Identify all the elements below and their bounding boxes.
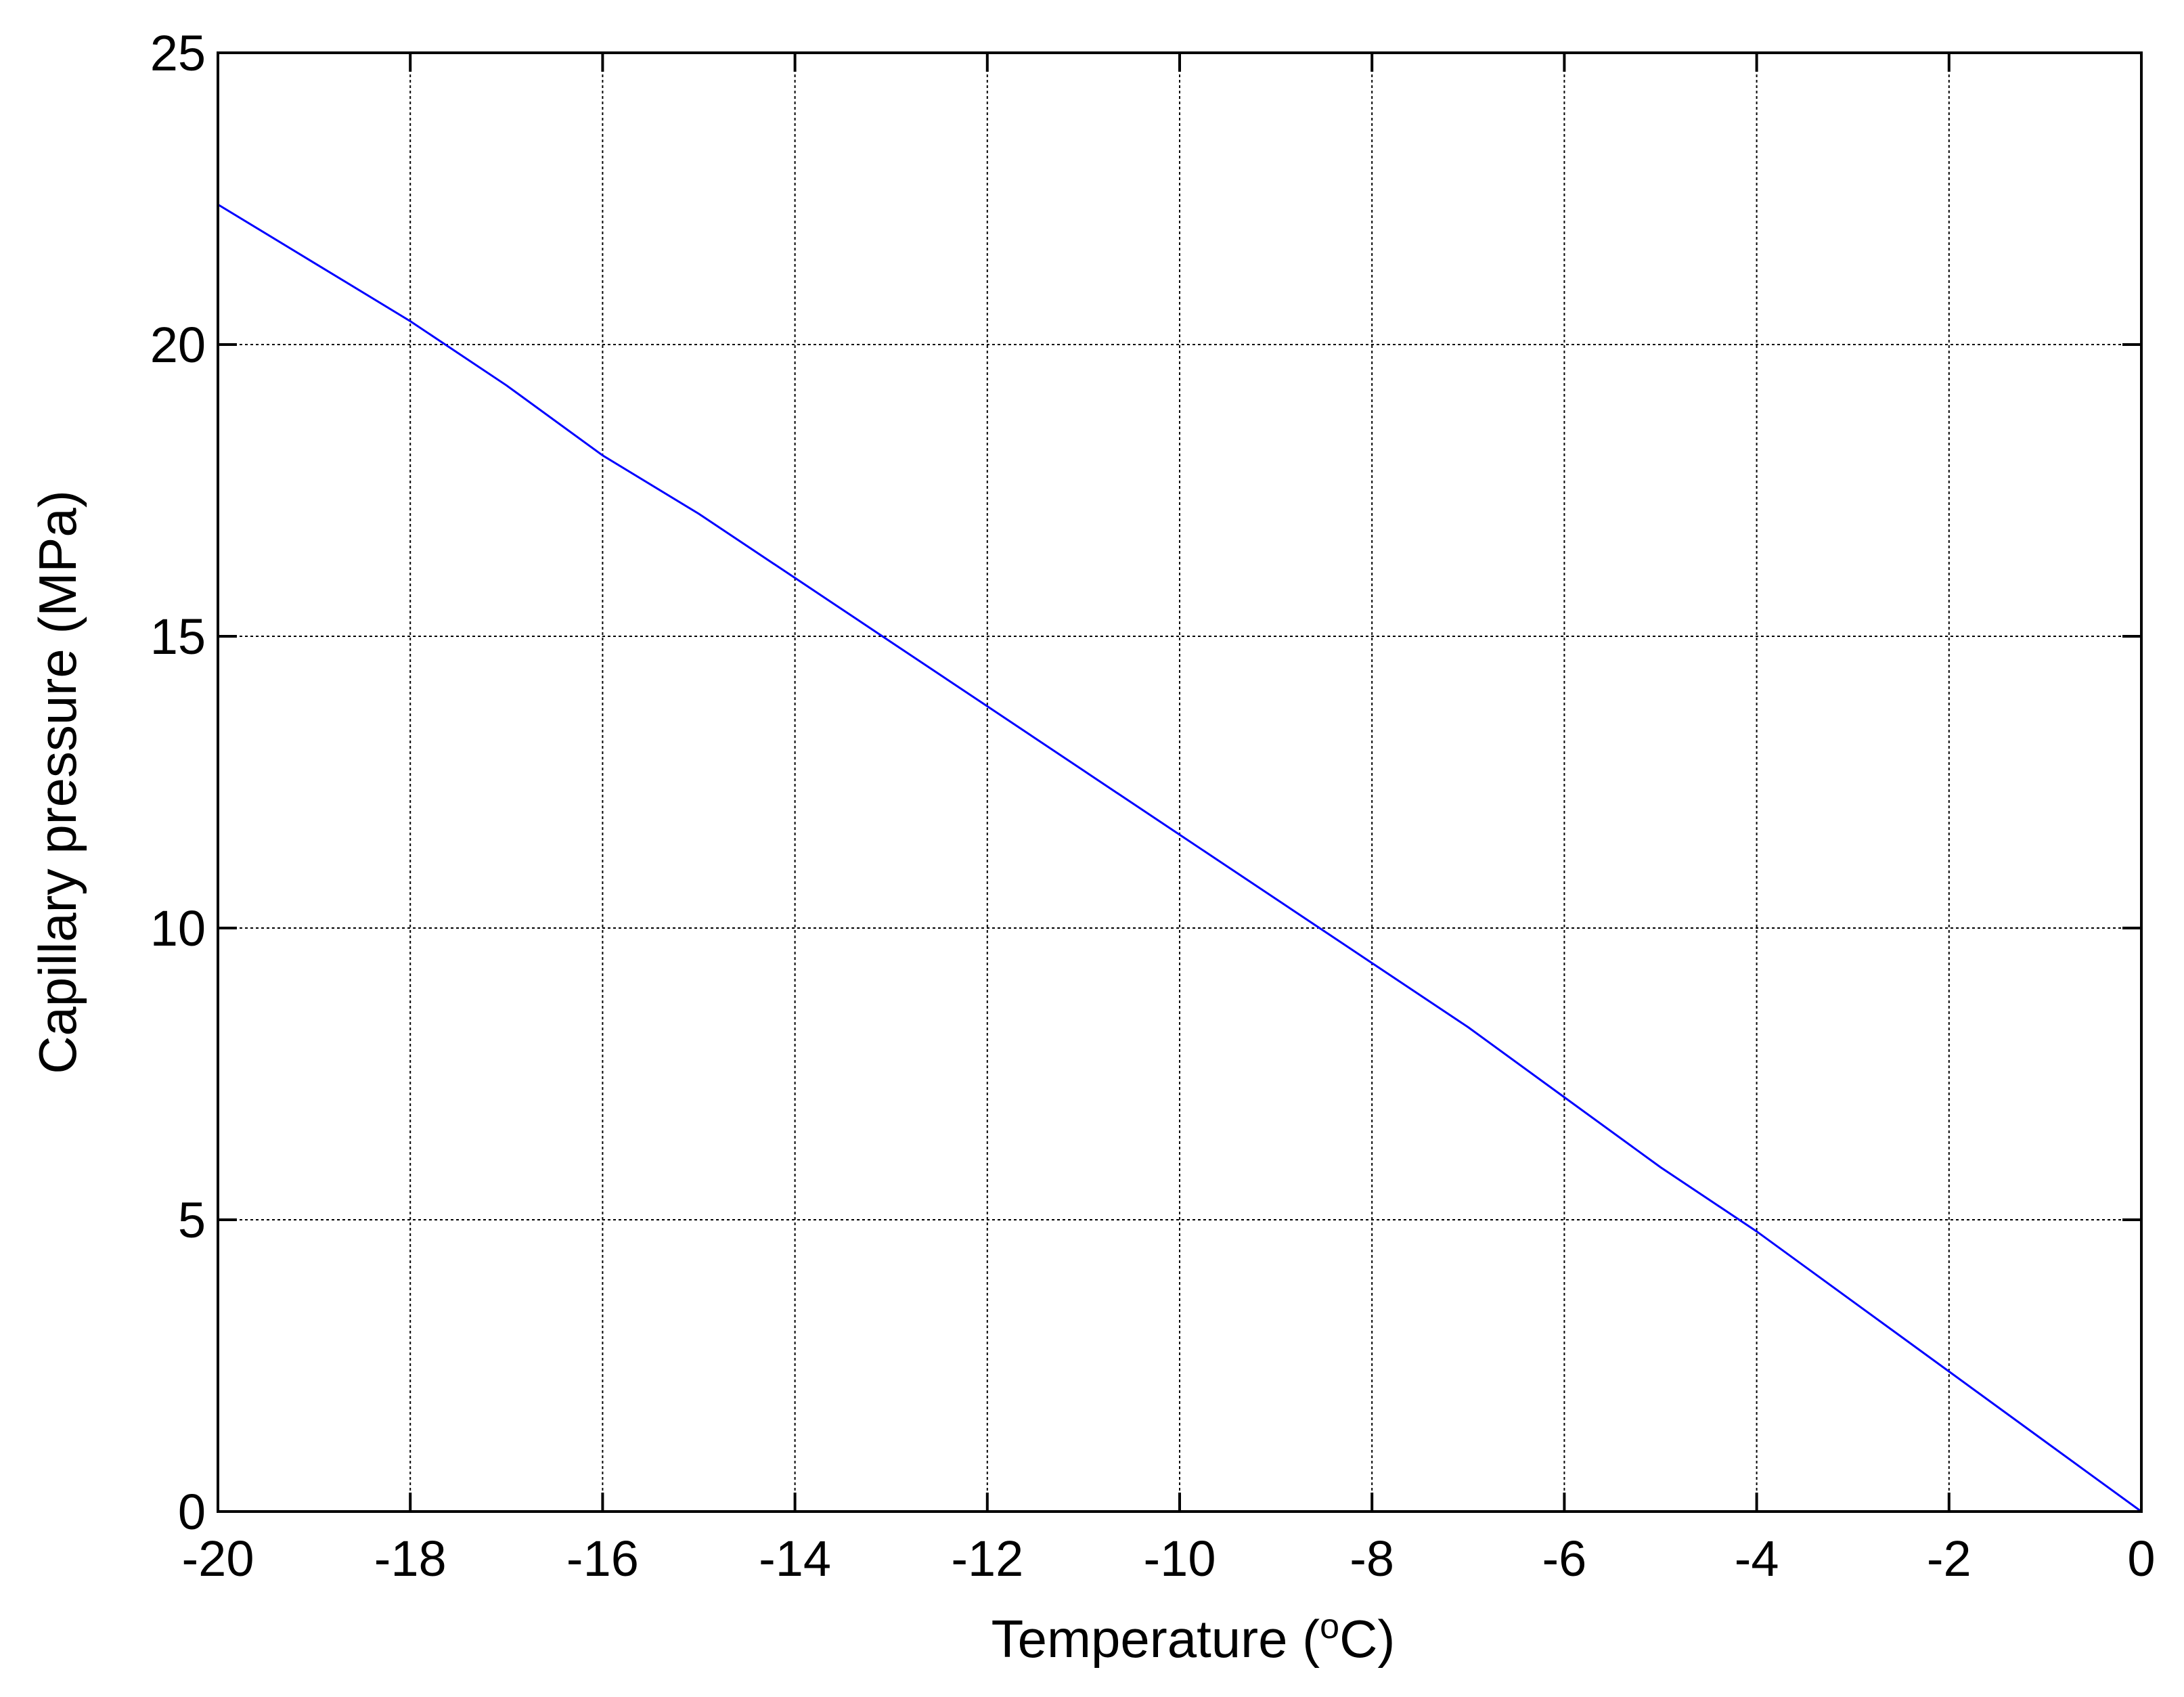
x-tick-label: -6: [1542, 1530, 1586, 1587]
x-tick-labels: -20 -18 -16 -14 -12 -10 -8 -6 -4 -2 0: [182, 1530, 2156, 1587]
x-tick-label: 0: [2127, 1530, 2155, 1587]
x-axis-label: Temperature (oC): [991, 1607, 1396, 1669]
x-tick-label: -16: [566, 1530, 639, 1587]
y-tick-labels: 0 5 10 15 20 25: [150, 25, 206, 1540]
ticks: [217, 51, 2143, 1513]
y-tick-label: 15: [150, 609, 206, 665]
x-axis-label-tail: C): [1339, 1609, 1395, 1669]
x-tick-label: -14: [759, 1530, 831, 1587]
x-tick-label: -8: [1350, 1530, 1394, 1587]
x-tick-label: -10: [1144, 1530, 1216, 1587]
y-tick-label: 0: [178, 1484, 206, 1540]
x-tick-label: -2: [1927, 1530, 1971, 1587]
x-tick-label: -12: [951, 1530, 1023, 1587]
series-layer: [217, 203, 2142, 1513]
x-tick-label: -18: [374, 1530, 447, 1587]
y-tick-label: 25: [150, 25, 206, 81]
x-axis-label-head: Temperature (: [991, 1609, 1320, 1669]
y-tick-label: 20: [150, 317, 206, 373]
series-line: [217, 203, 2142, 1513]
y-tick-label: 5: [178, 1192, 206, 1248]
x-axis-label-superscript: o: [1320, 1607, 1339, 1646]
y-tick-label: 10: [150, 900, 206, 956]
x-tick-label: -20: [182, 1530, 254, 1587]
x-tick-label: -4: [1735, 1530, 1779, 1587]
grid: [217, 52, 2142, 1512]
y-axis-label: Capillary pressure (MPa): [28, 490, 87, 1074]
